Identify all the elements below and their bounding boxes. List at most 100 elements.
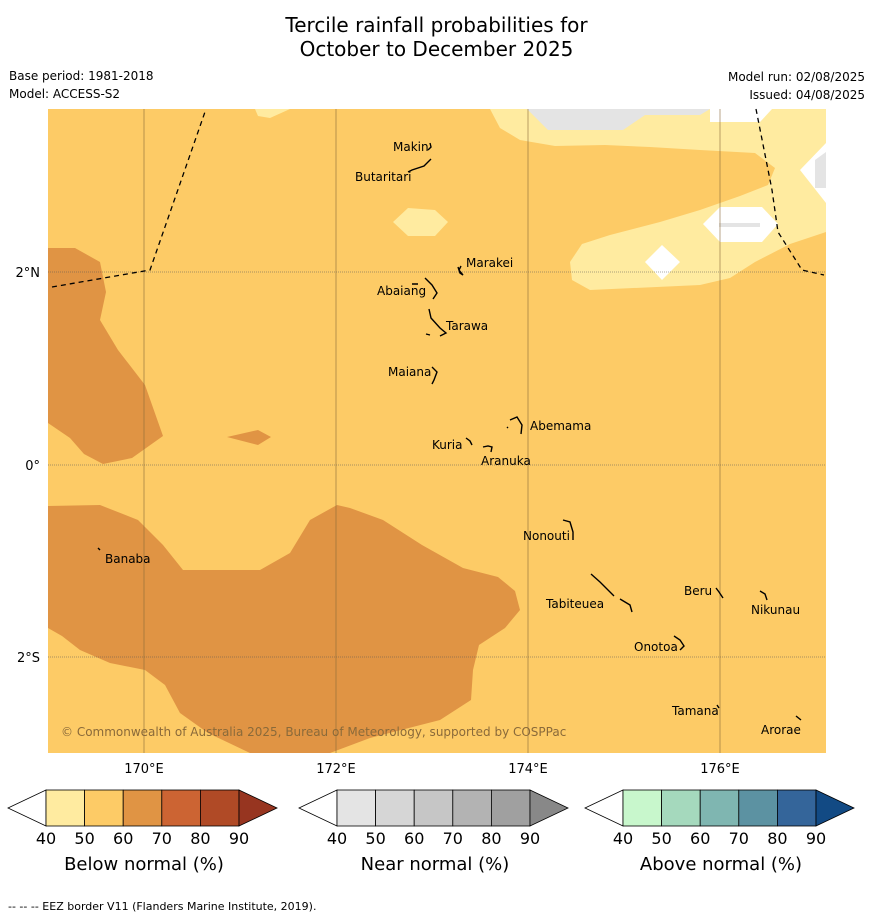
above-colorbar-high-extension bbox=[815, 789, 855, 827]
above-colorbar-tick-40: 40 bbox=[613, 829, 633, 848]
below-40-50-region-north bbox=[255, 109, 290, 118]
lon-tick-176e: 176°E bbox=[700, 762, 740, 777]
below-colorbar-tick-60: 60 bbox=[113, 829, 133, 848]
map-title-line1: Tercile rainfall probabilities for bbox=[285, 13, 588, 37]
below-colorbar-tick-40: 40 bbox=[36, 829, 56, 848]
island-label-marakei: Marakei bbox=[466, 256, 513, 270]
lat-tick-2n: 2°N bbox=[16, 266, 41, 281]
island-label-kuria: Kuria bbox=[432, 438, 463, 452]
latitude-gridlines bbox=[48, 271, 826, 658]
abaiang-island bbox=[412, 277, 438, 300]
island-label-nonouti: Nonouti bbox=[523, 529, 570, 543]
near-colorbar-segment-70-80 bbox=[452, 789, 492, 827]
above-normal-label: Above normal (%) bbox=[639, 854, 803, 875]
eez-footnote: -- -- -- EEZ border V11 (Flanders Marine… bbox=[8, 900, 317, 913]
island-label-onotoa: Onotoa bbox=[634, 640, 678, 654]
butaritari-island bbox=[407, 158, 432, 173]
above-colorbar-segment-50-60 bbox=[661, 789, 701, 827]
below-colorbar-high-extension bbox=[238, 789, 278, 827]
island-label-arorae: Arorae bbox=[761, 723, 801, 737]
above-colorbar-tick-50: 50 bbox=[651, 829, 671, 848]
island-label-beru: Beru bbox=[684, 584, 712, 598]
below-60-70-region-south bbox=[48, 505, 520, 753]
island-label-makin: Makin bbox=[393, 140, 429, 154]
below-colorbar-segment-70-80 bbox=[161, 789, 201, 827]
lon-tick-172e: 172°E bbox=[316, 762, 356, 777]
tamana-island bbox=[716, 704, 720, 709]
marakei-island bbox=[457, 265, 464, 276]
near-40-50-region bbox=[527, 109, 710, 130]
makin-island bbox=[427, 142, 432, 151]
near-colorbar-segment-80-90 bbox=[490, 789, 531, 827]
maiana-island bbox=[431, 366, 438, 385]
island-outlines bbox=[97, 142, 802, 721]
island-label-tabiteuea: Tabiteuea bbox=[545, 597, 604, 611]
near-colorbar-low-extension bbox=[298, 789, 338, 827]
lon-tick-170e: 170°E bbox=[124, 762, 164, 777]
near-colorbar-tick-70: 70 bbox=[443, 829, 463, 848]
colorbars: 40 50 60 70 80 90 40 50 60 70 80 90 40 50 60 70 80 90 bbox=[7, 789, 855, 848]
below-40-50-region-small bbox=[393, 208, 448, 236]
issued-date: Issued: 04/08/2025 bbox=[749, 88, 865, 102]
near-colorbar-segment-60-70 bbox=[413, 789, 454, 827]
near-40-50-region-small bbox=[719, 223, 760, 227]
island-label-banaba: Banaba bbox=[105, 552, 151, 566]
island-label-abaiang: Abaiang bbox=[377, 284, 426, 298]
below-colorbar-tick-70: 70 bbox=[152, 829, 172, 848]
island-label-nikunau: Nikunau bbox=[751, 603, 800, 617]
near-40-50-region-edge bbox=[815, 152, 826, 188]
abemama-island bbox=[506, 416, 523, 435]
below-60-70-region-west bbox=[48, 248, 163, 464]
below-colorbar-segment-40-50 bbox=[45, 789, 85, 827]
beru-island bbox=[715, 587, 724, 599]
below-colorbar-tick-50: 50 bbox=[74, 829, 94, 848]
below-colorbar-tick-90: 90 bbox=[229, 829, 249, 848]
below-60-70-region-small bbox=[227, 430, 271, 445]
lat-tick-0: 0° bbox=[25, 459, 40, 474]
near-colorbar-segment-50-60 bbox=[375, 789, 415, 827]
below-colorbar-segment-50-60 bbox=[84, 789, 124, 827]
map-title-line2: October to December 2025 bbox=[299, 37, 574, 61]
lat-tick-2s: 2°S bbox=[17, 651, 40, 666]
near-colorbar-segment-40-50 bbox=[336, 789, 376, 827]
base-period: Base period: 1981-2018 bbox=[9, 69, 154, 83]
above-colorbar-tick-60: 60 bbox=[690, 829, 710, 848]
tabiteuea-island bbox=[590, 573, 633, 613]
above-colorbar-segment-60-70 bbox=[699, 789, 740, 827]
banaba-island bbox=[97, 547, 101, 551]
below-colorbar-segment-60-70 bbox=[122, 789, 163, 827]
above-colorbar-tick-90: 90 bbox=[806, 829, 826, 848]
island-label-abemama: Abemama bbox=[530, 419, 591, 433]
island-label-tarawa: Tarawa bbox=[445, 319, 488, 333]
above-colorbar-segment-40-50 bbox=[622, 789, 662, 827]
island-label-maiana: Maiana bbox=[388, 365, 431, 379]
onotoa-island bbox=[673, 635, 685, 651]
near-colorbar-tick-50: 50 bbox=[365, 829, 385, 848]
model-name: Model: ACCESS-S2 bbox=[9, 87, 121, 101]
below-colorbar-segment-80-90 bbox=[199, 789, 240, 827]
below-colorbar-tick-80: 80 bbox=[190, 829, 210, 848]
near-colorbar-tick-90: 90 bbox=[520, 829, 540, 848]
near-colorbar-high-extension bbox=[529, 789, 569, 827]
above-colorbar-tick-70: 70 bbox=[729, 829, 749, 848]
island-label-aranuka: Aranuka bbox=[481, 454, 531, 468]
above-colorbar-low-extension bbox=[584, 789, 624, 827]
near-colorbar-tick-60: 60 bbox=[404, 829, 424, 848]
below-colorbar-low-extension bbox=[7, 789, 47, 827]
island-label-tamana: Tamana bbox=[671, 704, 719, 718]
below-normal-label: Below normal (%) bbox=[64, 854, 224, 875]
longitude-gridlines bbox=[143, 109, 721, 753]
no-category-region-1 bbox=[645, 245, 680, 280]
eez-border bbox=[51, 108, 825, 288]
model-run: Model run: 02/08/2025 bbox=[727, 70, 865, 84]
below-40-50-region-northeast bbox=[490, 109, 826, 290]
near-colorbar-tick-80: 80 bbox=[481, 829, 501, 848]
aranuka-island bbox=[482, 445, 493, 453]
near-normal-label: Near normal (%) bbox=[360, 854, 510, 875]
above-colorbar-segment-80-90 bbox=[777, 789, 817, 827]
above-colorbar-segment-70-80 bbox=[738, 789, 778, 827]
arorae-island bbox=[795, 715, 802, 721]
near-colorbar-tick-40: 40 bbox=[327, 829, 347, 848]
lon-tick-174e: 174°E bbox=[508, 762, 548, 777]
